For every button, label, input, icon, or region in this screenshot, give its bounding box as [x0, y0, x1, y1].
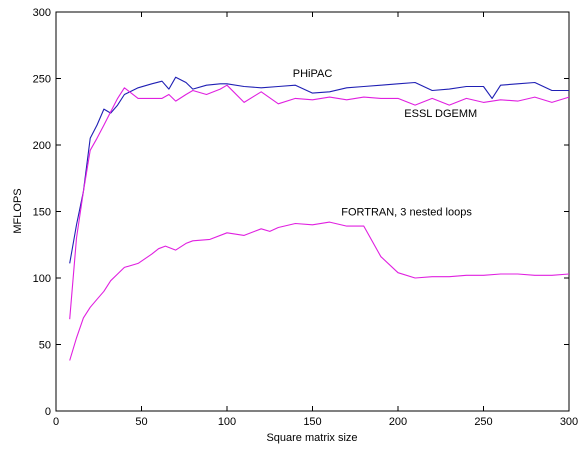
ticks-layer: [55, 11, 570, 412]
y-tick-label: 0: [45, 406, 51, 418]
y-axis-label: MFLOPS: [12, 188, 24, 233]
x-tick-label: 250: [474, 416, 492, 428]
fortran-series-label: FORTRAN, 3 nested loops: [341, 206, 472, 218]
plot-area: [55, 11, 570, 412]
y-tick-label: 300: [33, 7, 51, 19]
x-tick-label: 300: [560, 416, 578, 428]
series-layer: [69, 76, 570, 361]
x-tick-label: 0: [53, 416, 59, 428]
x-tick-label: 200: [389, 416, 407, 428]
phipac-line: [69, 76, 569, 264]
x-tick-label: 150: [303, 416, 321, 428]
y-tick-label: 250: [33, 74, 51, 86]
essl-dgemm-line: [69, 84, 570, 320]
phipac-series-label: PHiPAC: [293, 68, 333, 80]
x-tick-labels: 0 50 100 150 200 250 300: [53, 416, 578, 428]
y-tick-label: 200: [33, 140, 51, 152]
y-tick-label: 50: [39, 340, 51, 352]
fortran-nested-loops-line: [69, 221, 570, 361]
y-tick-label: 150: [33, 207, 51, 219]
x-tick-label: 50: [135, 416, 147, 428]
x-tick-label: 100: [218, 416, 236, 428]
y-tick-labels: 0 50 100 150 200 250 300: [33, 7, 51, 418]
essl-series-label: ESSL DGEMM: [404, 108, 477, 120]
x-axis-label: Square matrix size: [266, 432, 357, 444]
y-tick-label: 100: [33, 273, 51, 285]
